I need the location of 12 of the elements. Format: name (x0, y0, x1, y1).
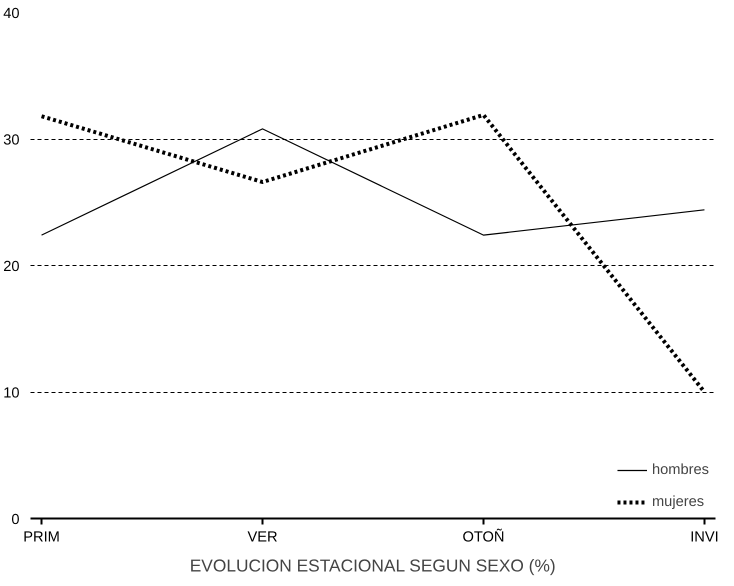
legend-label: mujeres (652, 494, 704, 510)
legend-label: hombres (652, 462, 709, 478)
y-tick-label: 20 (3, 259, 20, 275)
y-tick-label: 40 (3, 6, 20, 22)
x-tick-label: INVI (690, 530, 719, 546)
text: EVOLUCION ESTACIONAL SEGUN SEXO (%) (190, 556, 556, 576)
x-tick-label: PRIM (23, 530, 60, 546)
x-tick-label: OTOÑ (462, 528, 505, 546)
x-tick-label: VER (247, 530, 278, 546)
y-tick-label: 10 (3, 386, 20, 402)
y-tick-label: 30 (3, 132, 20, 148)
y-tick-label: 0 (11, 512, 20, 528)
